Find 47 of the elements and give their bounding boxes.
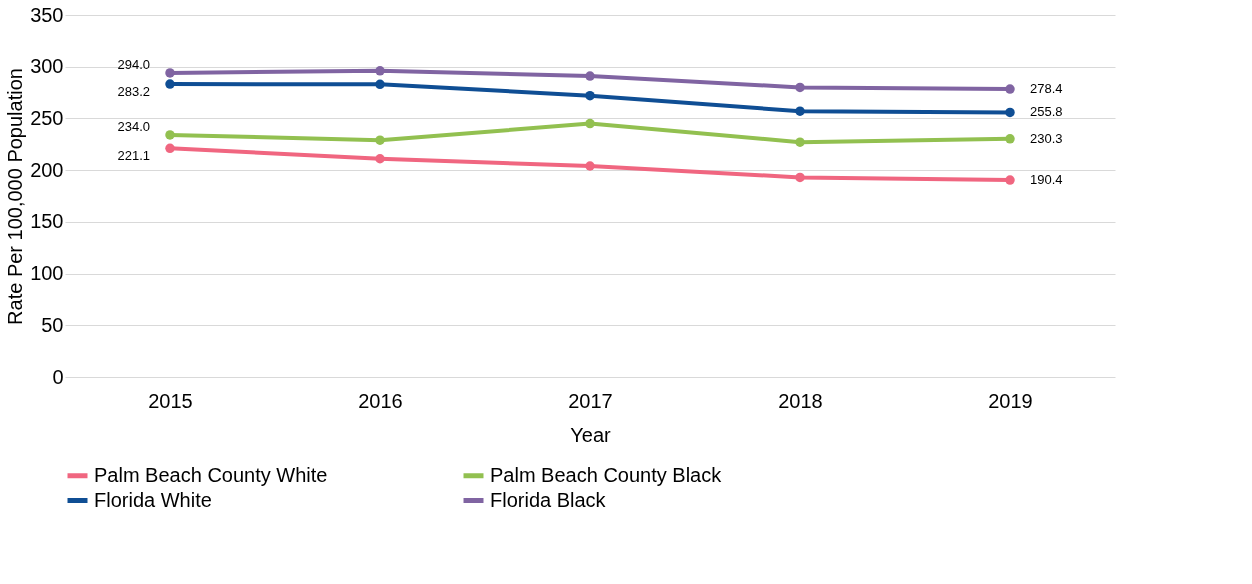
- point: [165, 130, 175, 140]
- point: [1005, 134, 1015, 144]
- y-tick-label: 150: [30, 210, 64, 233]
- point: [1005, 84, 1015, 94]
- point: [585, 71, 595, 81]
- x-tick-label: 2016: [358, 389, 403, 412]
- point: [795, 82, 805, 93]
- point: [375, 135, 385, 145]
- data-label: 294.0: [117, 56, 150, 72]
- legend-label: Florida Black: [490, 488, 607, 511]
- y-tick-label: 200: [30, 158, 64, 181]
- data-label: 221.1: [117, 148, 150, 164]
- data-label: 234.0: [117, 118, 150, 134]
- legend-label: Florida White: [94, 488, 212, 511]
- y-tick-label: 250: [30, 106, 64, 129]
- point: [1005, 175, 1015, 185]
- point: [375, 154, 385, 164]
- data-label: 230.3: [1030, 130, 1063, 146]
- y-tick-label: 0: [52, 365, 64, 388]
- point: [1005, 107, 1015, 118]
- point: [795, 137, 805, 147]
- data-label: 190.4: [1030, 172, 1063, 188]
- point: [585, 90, 595, 101]
- point: [165, 143, 175, 154]
- point: [795, 172, 805, 183]
- y-tick-label: 300: [30, 55, 64, 78]
- x-tick-label: 2018: [778, 389, 823, 412]
- y-tick-label: 100: [30, 262, 64, 285]
- point: [375, 79, 385, 90]
- point: [165, 68, 175, 78]
- data-label: 255.8: [1030, 104, 1063, 120]
- data-label: 283.2: [117, 84, 150, 100]
- point: [375, 66, 385, 76]
- point: [165, 79, 175, 89]
- x-tick-label: 2019: [988, 389, 1033, 412]
- y-axis-title: Rate Per 100,000 Population: [4, 68, 27, 325]
- y-tick-label: 350: [30, 3, 64, 26]
- x-tick-label: 2015: [148, 389, 193, 412]
- point: [585, 161, 595, 171]
- x-tick-label: 2017: [568, 389, 613, 412]
- point: [795, 106, 805, 116]
- x-axis-title: Year: [570, 423, 612, 446]
- legend-label: Palm Beach County White: [94, 463, 328, 486]
- y-tick-label: 50: [41, 313, 64, 336]
- data-label: 278.4: [1030, 81, 1063, 97]
- point: [585, 118, 595, 129]
- legend-label: Palm Beach County Black: [490, 463, 723, 486]
